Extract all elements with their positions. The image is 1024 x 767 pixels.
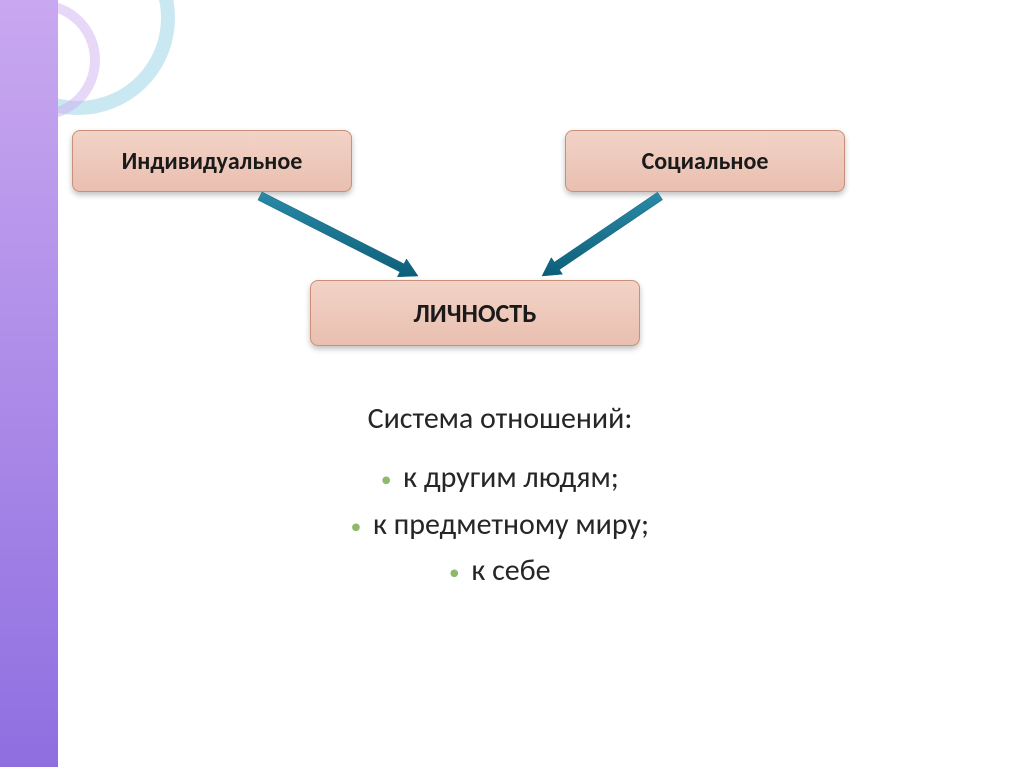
slide: Индивидуальное Социальное ЛИЧНОСТЬ Систе… bbox=[0, 0, 1024, 767]
decor-circles-svg bbox=[0, 0, 1024, 767]
node-individual: Индивидуальное bbox=[72, 130, 352, 192]
background-decoration bbox=[0, 0, 1024, 767]
node-personality-label: ЛИЧНОСТЬ bbox=[413, 297, 536, 329]
arrows-svg bbox=[0, 0, 1024, 767]
sidebar-gradient bbox=[0, 0, 58, 767]
body-title: Система отношений: bbox=[150, 400, 850, 437]
node-personality: ЛИЧНОСТЬ bbox=[310, 280, 640, 346]
body-list: к другим людям;к предметному миру;к себе bbox=[150, 455, 850, 595]
node-social: Социальное bbox=[565, 130, 845, 192]
body-list-item: к себе bbox=[150, 548, 850, 595]
body-list-item: к предметному миру; bbox=[150, 502, 850, 549]
node-individual-label: Индивидуальное bbox=[122, 147, 303, 176]
body-text-block: Система отношений: к другим людям;к пред… bbox=[150, 400, 850, 595]
body-list-item: к другим людям; bbox=[150, 455, 850, 502]
node-social-label: Социальное bbox=[642, 147, 769, 176]
